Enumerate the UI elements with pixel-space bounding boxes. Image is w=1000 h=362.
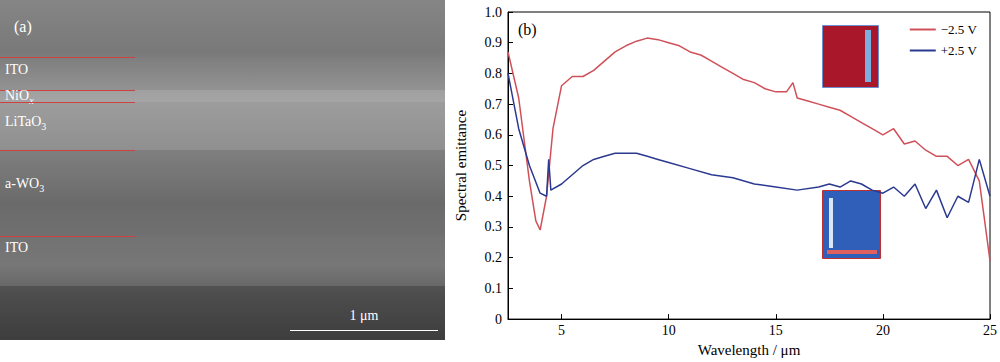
svg-text:0.8: 0.8 <box>485 66 503 81</box>
svg-text:Spectral emittance: Spectral emittance <box>453 110 469 222</box>
svg-text:0: 0 <box>495 312 502 327</box>
svg-text:(b): (b) <box>518 21 537 39</box>
svg-text:0.6: 0.6 <box>485 127 503 142</box>
html-text:NiOx: NiOx <box>5 88 34 106</box>
svg-text:−2.5 V: −2.5 V <box>941 22 978 37</box>
svg-text:0.5: 0.5 <box>485 158 503 173</box>
html-text:1 μm: 1 μm <box>349 308 379 323</box>
html-text:a-WO3: a-WO3 <box>5 176 45 194</box>
html-text:LiTaO3: LiTaO3 <box>5 114 47 132</box>
html-text:ITO: ITO <box>5 240 29 255</box>
svg-text:0.9: 0.9 <box>485 35 503 50</box>
svg-text:0.1: 0.1 <box>485 281 503 296</box>
svg-text:25: 25 <box>983 323 997 338</box>
svg-text:20: 20 <box>876 323 890 338</box>
svg-text:5: 5 <box>558 323 565 338</box>
html-text:(a): (a) <box>14 18 32 35</box>
svg-text:0.3: 0.3 <box>485 219 503 234</box>
svg-text:10: 10 <box>662 323 676 338</box>
svg-text:0.2: 0.2 <box>485 250 503 265</box>
svg-text:0.7: 0.7 <box>485 97 503 112</box>
svg-text:Wavelength / μm: Wavelength / μm <box>698 342 801 358</box>
svg-text:15: 15 <box>769 323 783 338</box>
svg-text:0.4: 0.4 <box>485 189 503 204</box>
svg-text:1.0: 1.0 <box>485 5 503 20</box>
html-text:ITO: ITO <box>5 62 29 77</box>
svg-text:+2.5 V: +2.5 V <box>941 43 978 58</box>
